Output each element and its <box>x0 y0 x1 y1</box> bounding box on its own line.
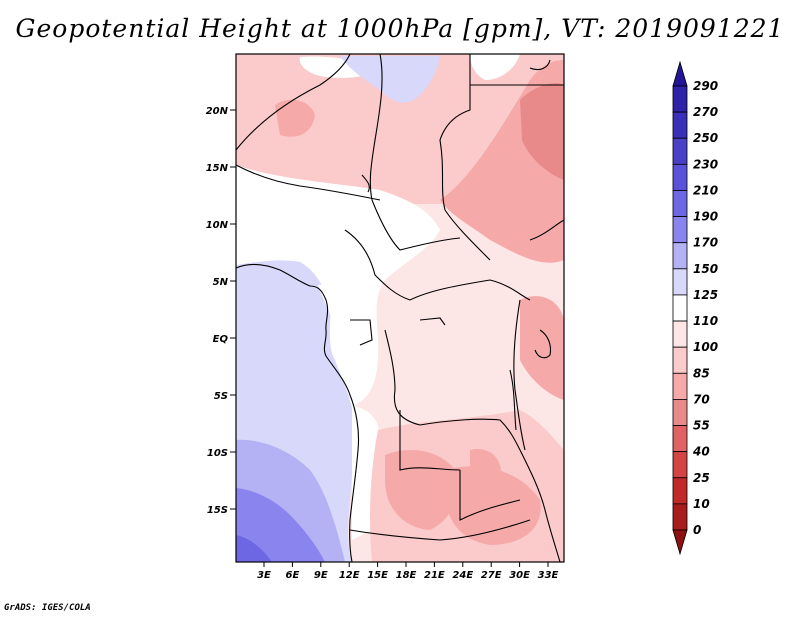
lon-label: 21E <box>424 570 445 581</box>
colorbar-label: 10 <box>693 497 710 511</box>
lat-label: 10N <box>206 220 229 231</box>
colorbar-label: 70 <box>693 392 710 406</box>
colorbar-box <box>672 477 688 505</box>
colorbar-box <box>672 451 688 479</box>
shaded-field <box>236 54 564 562</box>
colorbar-label: 150 <box>693 262 718 276</box>
lon-label: 12E <box>339 570 360 581</box>
lon-label: 30E <box>509 570 530 581</box>
colorbar-label: 125 <box>693 288 718 302</box>
colorbar-box <box>672 163 688 191</box>
colorbar-label: 55 <box>693 419 710 433</box>
longitude-axis: 3E 6E 9E 12E 15E 18E 21E 24E 27E 30E 33E <box>257 562 559 581</box>
colorbar-label: 210 <box>693 183 718 197</box>
colorbar-label: 190 <box>693 210 718 224</box>
lon-label: 9E <box>314 570 328 581</box>
lat-label: 15N <box>206 163 229 174</box>
colorbar-box <box>672 268 688 296</box>
colorbar-label: 270 <box>693 105 718 119</box>
colorbar-box <box>672 372 688 400</box>
lon-label: 3E <box>257 570 271 581</box>
colorbar-label: 25 <box>693 471 710 485</box>
colorbar-box <box>672 85 688 113</box>
lon-label: 33E <box>538 570 559 581</box>
colorbar-box <box>672 242 688 270</box>
lon-label: 27E <box>481 570 502 581</box>
lat-label: EQ <box>213 334 229 345</box>
colorbar-box <box>672 503 688 531</box>
colorbar-label: 230 <box>693 157 718 171</box>
colorbar-box <box>672 216 688 244</box>
ocean-deep-2 <box>236 488 325 562</box>
colorbar-box <box>672 399 688 426</box>
lon-label: 24E <box>452 570 473 581</box>
colorbar-box <box>672 111 688 139</box>
grads-credit: GrADS: IGES/COLA <box>4 603 91 613</box>
latitude-axis: 20N 15N 10N 5N EQ 5S 10S 15S <box>206 106 236 516</box>
colorbar-label: 290 <box>693 79 718 93</box>
lon-label: 18E <box>396 570 417 581</box>
lat-label: 10S <box>207 448 228 459</box>
lat-label: 5N <box>213 277 229 288</box>
lat-label: 20N <box>206 106 229 117</box>
lat-label: 15S <box>207 505 228 516</box>
colorbar-label: 170 <box>693 236 718 250</box>
colorbar-box <box>672 320 688 348</box>
lon-label: 15E <box>367 570 388 581</box>
colorbar-label: 0 <box>693 523 701 537</box>
coastlines-borders <box>235 53 565 563</box>
colorbar-label: 85 <box>693 366 710 380</box>
colorbar-box <box>672 425 688 453</box>
lat-label: 5S <box>214 391 228 402</box>
map-title: Geopotential Height at 1000hPa [gpm], VT… <box>15 14 785 43</box>
coastline-west <box>235 263 360 563</box>
map-frame <box>235 53 565 563</box>
colorbar-label: 110 <box>693 314 718 328</box>
ocean-deep-3 <box>236 535 272 562</box>
colorbar-top-arrow <box>672 60 688 87</box>
lon-label: 6E <box>286 570 300 581</box>
colorbar: 2902702502302101901701501251101008570554… <box>672 60 718 556</box>
colorbar-box <box>672 137 688 165</box>
colorbar-box <box>672 294 688 322</box>
colorbar-label: 250 <box>693 131 718 145</box>
colorbar-box <box>672 346 688 374</box>
colorbar-label: 100 <box>693 340 718 354</box>
colorbar-bottom-arrow <box>672 529 688 556</box>
colorbar-box <box>672 190 688 217</box>
colorbar-label: 40 <box>692 445 710 459</box>
